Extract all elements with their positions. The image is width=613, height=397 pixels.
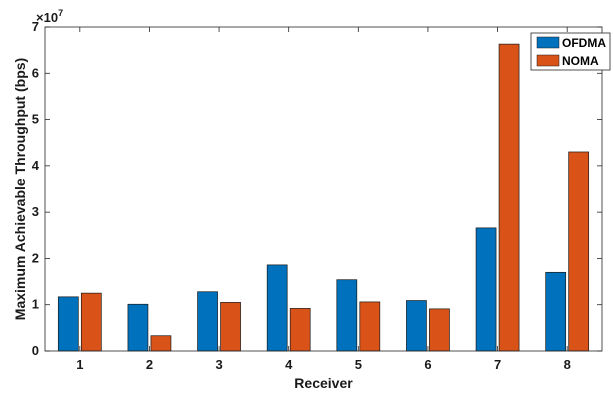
y-tick-label: 2 <box>32 250 39 265</box>
bar-ofdma-receiver-3 <box>197 291 218 352</box>
x-tick-label: 1 <box>76 357 83 372</box>
y-tick-label: 3 <box>32 204 39 219</box>
legend-label-noma: NOMA <box>562 54 599 68</box>
bar-ofdma-receiver-1 <box>57 296 79 352</box>
bar-noma-receiver-7 <box>498 43 520 352</box>
legend-swatch-noma <box>536 54 560 67</box>
x-tick-label: 7 <box>494 357 501 372</box>
x-tick-label: 5 <box>355 357 362 372</box>
legend-label-ofdma: OFDMA <box>562 36 606 50</box>
bar-ofdma-receiver-2 <box>127 303 149 352</box>
bar-noma-receiver-3 <box>220 302 241 352</box>
x-tick-label: 6 <box>424 357 431 372</box>
x-tick-label: 3 <box>215 357 222 372</box>
y-tick-label: 0 <box>32 343 39 358</box>
x-tick-label: 4 <box>285 357 293 372</box>
legend-swatch-ofdma <box>536 36 560 49</box>
plot-frame <box>44 26 603 352</box>
axes-layer: 0 1 2 3 4 5 6 7 1 2 3 4 5 6 7 8 <box>32 19 603 372</box>
y-tick-label: 7 <box>32 19 39 34</box>
y-axis-title: Maximum Achievable Throughput (bps) <box>12 58 28 320</box>
y-tick-label: 4 <box>32 158 40 173</box>
x-tick-label: 8 <box>564 357 571 372</box>
x-tick-label: 2 <box>146 357 153 372</box>
bar-ofdma-receiver-7 <box>475 227 497 352</box>
bar-ofdma-receiver-4 <box>266 264 288 352</box>
bar-ofdma-receiver-5 <box>336 279 358 352</box>
bar-noma-receiver-1 <box>80 292 102 352</box>
bar-noma-receiver-4 <box>289 308 311 352</box>
bar-noma-receiver-8 <box>568 151 590 352</box>
y-axis-multiplier: ×107 <box>36 8 63 25</box>
bar-noma-receiver-6 <box>429 308 450 352</box>
y-tick-label: 6 <box>32 65 39 80</box>
bars-layer <box>57 43 590 352</box>
x-axis-title: Receiver <box>294 375 353 391</box>
bar-ofdma-receiver-6 <box>406 300 427 352</box>
y-tick-label: 5 <box>32 112 39 127</box>
y-tick-label: 1 <box>32 297 39 312</box>
bar-noma-receiver-5 <box>359 301 381 352</box>
bar-noma-receiver-2 <box>150 335 172 352</box>
legend: OFDMA NOMA <box>530 32 611 71</box>
bar-ofdma-receiver-8 <box>545 271 567 352</box>
